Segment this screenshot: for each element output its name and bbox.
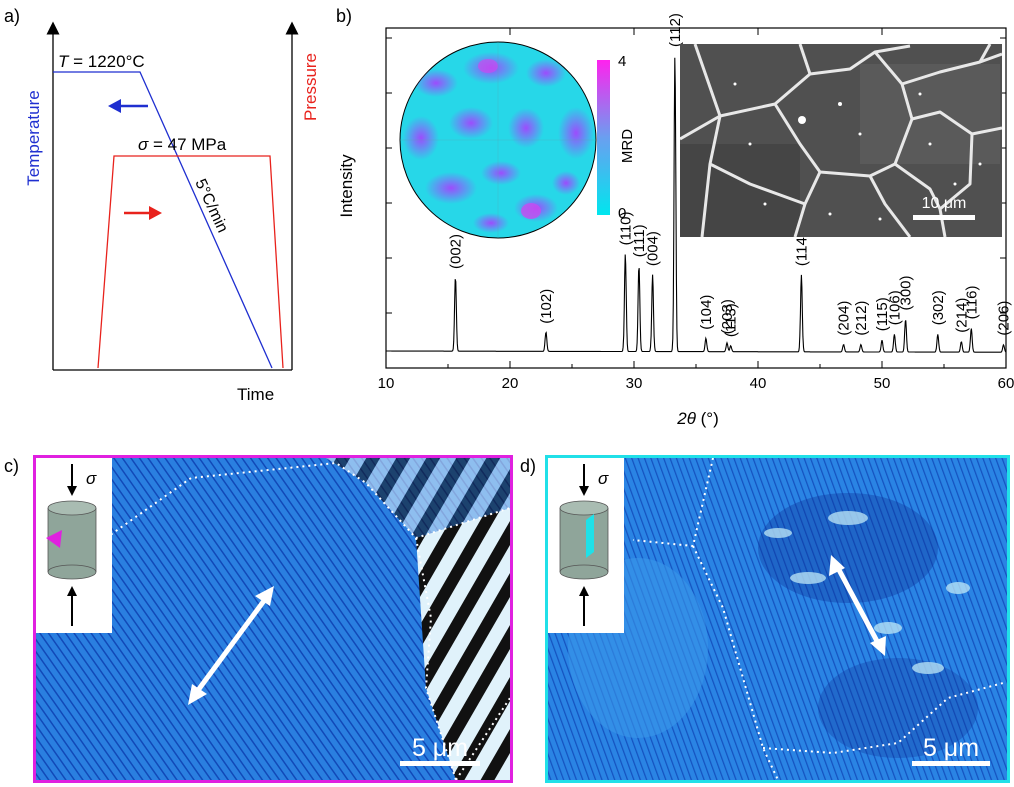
double-arrow-c xyxy=(188,586,274,705)
peak-label: (002) xyxy=(447,234,464,269)
x-tick-label: 30 xyxy=(626,375,643,392)
x-tick-label: 20 xyxy=(502,375,519,392)
pole-figure: 4 0 MRD xyxy=(399,41,636,239)
x-axis-label: 2θ (°) xyxy=(676,409,719,428)
peak-label: (110) xyxy=(617,211,634,245)
mrd-label: MRD xyxy=(619,129,636,163)
time-axis-label: Time xyxy=(237,385,274,404)
peak-label: (115) xyxy=(874,297,891,331)
peak-label: (116) xyxy=(963,285,980,319)
pressure-setpoint: σ = 47 MPa xyxy=(138,135,227,154)
peak-label: (302) xyxy=(930,290,947,325)
pressure-profile xyxy=(97,155,284,369)
loading-schematic-c: σ xyxy=(36,458,112,633)
temperature-setpoint: T = 1220°C xyxy=(58,52,145,71)
peak-label: (004) xyxy=(645,231,662,266)
peak-label: (113) xyxy=(723,303,740,337)
pressure-arrow xyxy=(124,206,162,220)
panel-label-b: b) xyxy=(336,6,353,26)
double-arrow-d xyxy=(829,555,886,656)
temperature-arrow xyxy=(108,99,148,113)
scale-bar-c xyxy=(400,761,480,766)
peak-label: (203) xyxy=(719,299,736,334)
xrd-pattern-line xyxy=(386,57,1007,353)
temperature-profile xyxy=(53,71,273,369)
scale-bar-d xyxy=(912,761,990,766)
pressure-axis-label: Pressure xyxy=(301,53,320,121)
x-tick-label: 50 xyxy=(874,375,891,392)
process-schematic: T = 1220°C σ = 47 MPa 5°C/min Temperatur… xyxy=(24,21,320,404)
micrograph-d: 5 μm σ xyxy=(545,455,1010,783)
x-tick-label: 60 xyxy=(998,375,1014,392)
peak-label: (112) xyxy=(667,13,684,47)
mrd-max-label: 4 xyxy=(618,53,626,70)
peak-label: (111) xyxy=(631,224,648,257)
x-tick-label: 10 xyxy=(378,375,395,392)
scale-label-d: 5 μm xyxy=(923,734,979,762)
sem-micrograph: 10 μm xyxy=(680,44,1002,237)
peak-label: (106) xyxy=(886,290,903,325)
peak-label: (104) xyxy=(698,295,715,330)
peak-label: (206) xyxy=(996,301,1013,336)
panel-label-a: a) xyxy=(4,6,21,26)
xrd-chart: (002) (102) (110)(111)(004) (112) (104) (203)… xyxy=(337,13,1014,428)
scale-label-c: 5 μm xyxy=(412,734,468,762)
temperature-axis-label: Temperature xyxy=(24,90,43,185)
micrograph-c: 5 μm σ xyxy=(33,455,513,783)
peak-label: (212) xyxy=(853,301,870,336)
sem-scale-label: 10 μm xyxy=(922,195,967,212)
loading-schematic-d: σ xyxy=(548,458,624,633)
cooling-rate-label: 5°C/min xyxy=(191,177,231,236)
peak-label: (300) xyxy=(898,275,915,310)
sem-scale-bar xyxy=(913,215,975,220)
mrd-colorbar xyxy=(597,60,610,215)
mrd-min-label: 0 xyxy=(618,205,626,222)
panel-label-d: d) xyxy=(520,456,537,476)
sigma-label-c: σ xyxy=(86,469,97,488)
peak-label: (214) xyxy=(953,298,970,333)
y-axis-label: Intensity xyxy=(337,154,356,218)
peak-label: (204) xyxy=(836,301,853,336)
plane-marker-c xyxy=(46,530,62,548)
plane-marker-d xyxy=(586,514,594,558)
peak-label: (102) xyxy=(538,289,555,324)
x-tick-label: 40 xyxy=(750,375,767,392)
peak-label: (114) xyxy=(793,232,810,266)
panel-label-c: c) xyxy=(4,456,19,476)
sigma-label-d: σ xyxy=(598,469,609,488)
